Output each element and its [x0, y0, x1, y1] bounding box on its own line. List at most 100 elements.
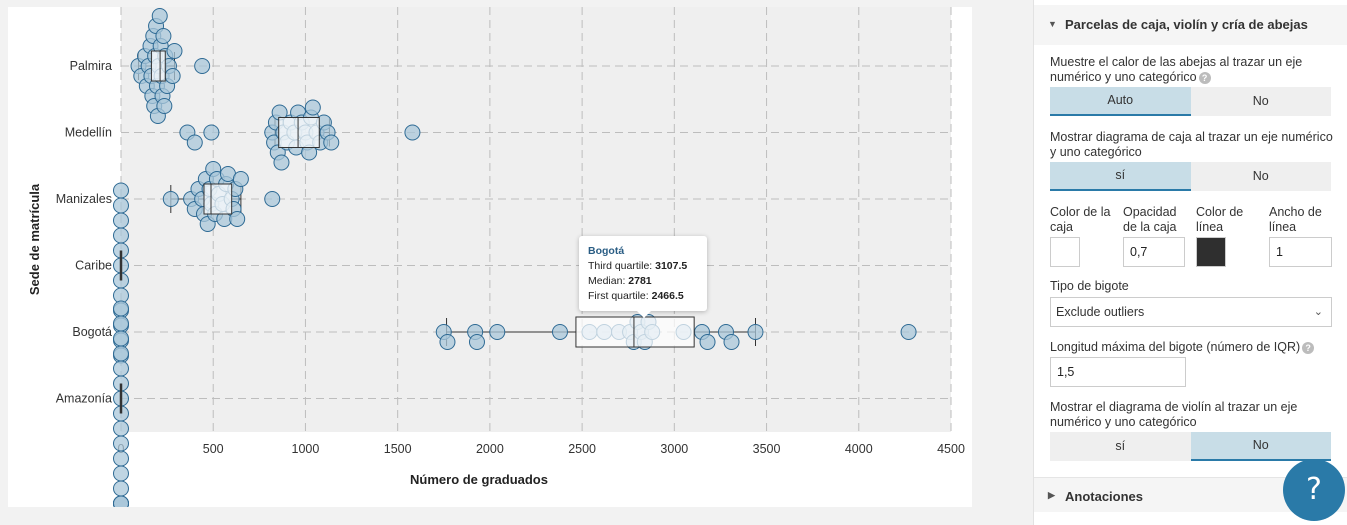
box-iqr	[575, 316, 695, 348]
data-point	[113, 330, 129, 347]
x-tick-label: 3500	[753, 442, 781, 456]
data-point	[232, 171, 249, 187]
help-icon[interactable]: ?	[1302, 341, 1315, 354]
data-point	[699, 334, 716, 350]
box-color-label: Color de la caja	[1050, 205, 1111, 234]
box-plot-toggle: sí No	[1050, 162, 1331, 191]
section-title: Parcelas de caja, violín y cría de abeja…	[1065, 17, 1308, 32]
data-point	[273, 154, 290, 171]
data-point	[113, 495, 129, 507]
box-iqr	[150, 50, 166, 82]
bee-color-label: Muestre el calor de las abejas al trazar…	[1050, 55, 1303, 84]
bee-color-auto-option[interactable]: Auto	[1050, 87, 1191, 116]
data-point	[113, 435, 129, 452]
expand-triangle-icon: ▶	[1048, 490, 1055, 500]
tooltip-first-quartile: First quartile: 2466.5	[588, 290, 684, 302]
data-point	[113, 197, 129, 214]
x-tick-label: 4500	[937, 442, 965, 456]
data-point	[113, 300, 129, 317]
data-point	[113, 212, 129, 229]
tooltip: Bogotá Third quartile: 3107.5 Median: 27…	[579, 236, 707, 318]
whisker-length-input[interactable]: 1,5	[1050, 357, 1186, 387]
data-point	[113, 420, 129, 437]
data-point	[113, 465, 129, 482]
data-point	[151, 8, 168, 24]
data-point	[723, 334, 740, 350]
collapse-triangle-icon: ▼	[1048, 19, 1057, 29]
data-point	[113, 480, 129, 497]
x-tick-label: 2500	[568, 442, 596, 456]
bee-color-toggle: Auto No	[1050, 87, 1331, 116]
violin-toggle: sí No	[1050, 432, 1331, 461]
line-width-input[interactable]: 1	[1269, 237, 1332, 267]
y-tick-label: Amazonía	[56, 392, 112, 406]
line-color-swatch[interactable]	[1196, 237, 1226, 267]
data-point	[323, 134, 340, 151]
help-icon[interactable]: ?	[1198, 71, 1211, 84]
tooltip-third-quartile: Third quartile: 3107.5	[588, 260, 688, 272]
x-tick-label: 1500	[384, 442, 412, 456]
whisker-type-value: Exclude outliers	[1056, 305, 1145, 319]
data-point	[551, 324, 568, 340]
data-point	[264, 191, 281, 207]
y-tick-label: Manizales	[56, 192, 112, 206]
whisker-type-label: Tipo de bigote	[1050, 279, 1129, 293]
data-point	[439, 334, 456, 350]
data-point	[166, 43, 183, 59]
data-point	[113, 345, 129, 362]
x-tick-label: 500	[203, 442, 224, 456]
data-point	[113, 227, 129, 244]
settings-panel: ▼ Parcelas de caja, violín y cría de abe…	[1033, 0, 1347, 525]
data-point	[747, 324, 764, 340]
line-color-label: Color de línea	[1196, 205, 1244, 234]
tooltip-title: Bogotá	[588, 245, 625, 257]
whisker-type-select[interactable]: Exclude outliers ⌄	[1050, 297, 1332, 327]
data-point	[404, 124, 421, 141]
data-point	[155, 28, 172, 44]
box-color-swatch[interactable]	[1050, 237, 1080, 267]
data-point	[304, 99, 321, 116]
tooltip-median: Median: 2781	[588, 275, 652, 287]
data-point	[194, 58, 211, 74]
data-point	[900, 324, 917, 340]
y-axis-title: Sede de matrícula	[27, 183, 42, 295]
line-width-label: Ancho de línea	[1269, 205, 1322, 234]
y-tick-label: Medellín	[65, 126, 112, 140]
x-tick-label: 3000	[660, 442, 688, 456]
data-point	[113, 360, 129, 377]
data-point	[113, 450, 129, 467]
x-axis-title: Número de graduados	[410, 472, 548, 487]
bee-color-no-option[interactable]: No	[1190, 87, 1331, 116]
data-point	[113, 182, 129, 199]
whisker-length-label: Longitud máxima del bigote (número de IQ…	[1050, 340, 1340, 355]
help-button[interactable]: ?	[1283, 459, 1345, 521]
box-opacity-label: Opacidad de la caja	[1123, 205, 1177, 234]
violin-yes-option[interactable]: sí	[1050, 432, 1191, 461]
box-plot-no-option[interactable]: No	[1190, 162, 1331, 191]
data-point	[203, 124, 220, 141]
x-tick-label: 4000	[845, 442, 873, 456]
data-point	[489, 324, 506, 340]
tooltip-caret	[637, 311, 651, 318]
box-beeswarm-chart: 050010001500200025003000350040004500Palm…	[27, 7, 965, 507]
chevron-down-icon: ⌄	[1313, 306, 1323, 318]
box-plot-label: Mostrar diagrama de caja al trazar un ej…	[1050, 130, 1333, 159]
violin-label: Mostrar el diagrama de violín al trazar …	[1050, 400, 1298, 429]
y-tick-label: Caribe	[75, 259, 112, 273]
y-tick-label: Bogotá	[72, 325, 112, 339]
box-opacity-input[interactable]: 0,7	[1123, 237, 1185, 267]
data-point	[186, 134, 203, 151]
data-point	[468, 334, 485, 350]
violin-no-option[interactable]: No	[1190, 432, 1331, 461]
data-point	[164, 68, 181, 84]
data-point	[113, 315, 129, 332]
chart-card: 050010001500200025003000350040004500Palm…	[8, 7, 972, 507]
data-point	[162, 191, 179, 207]
y-tick-label: Palmira	[70, 59, 112, 73]
box-plot-yes-option[interactable]: sí	[1050, 162, 1191, 191]
data-point	[229, 211, 246, 227]
data-point	[156, 98, 173, 114]
section-header-box-violin[interactable]: ▼ Parcelas de caja, violín y cría de abe…	[1034, 5, 1347, 45]
x-tick-label: 1000	[292, 442, 320, 456]
annotations-title: Anotaciones	[1065, 489, 1144, 504]
